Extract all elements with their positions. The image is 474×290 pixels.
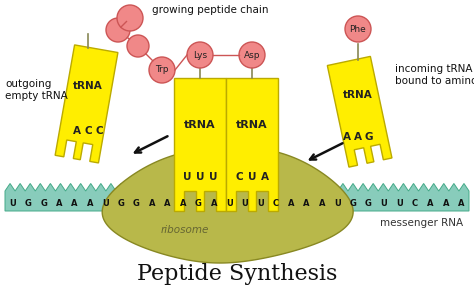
Polygon shape <box>55 45 118 163</box>
Text: A: A <box>87 199 93 208</box>
Circle shape <box>239 42 265 68</box>
Text: G: G <box>365 199 372 208</box>
Text: A: A <box>354 132 362 142</box>
Text: U: U <box>334 199 341 208</box>
Text: G: G <box>25 199 32 208</box>
Text: Trp: Trp <box>155 66 169 75</box>
Text: C: C <box>84 126 92 136</box>
Text: Lys: Lys <box>193 50 207 59</box>
Text: A: A <box>288 199 294 208</box>
Text: G: G <box>365 132 373 142</box>
Text: tRNA: tRNA <box>236 120 268 130</box>
Text: A: A <box>73 126 81 136</box>
Circle shape <box>106 18 130 42</box>
Text: A: A <box>443 199 449 208</box>
Text: A: A <box>149 199 155 208</box>
Text: C: C <box>95 126 103 136</box>
Text: Peptide Synthesis: Peptide Synthesis <box>137 263 337 285</box>
Text: U: U <box>102 199 109 208</box>
Polygon shape <box>226 78 278 211</box>
Text: A: A <box>72 199 78 208</box>
Circle shape <box>127 35 149 57</box>
Text: A: A <box>303 199 310 208</box>
Text: Asp: Asp <box>244 50 260 59</box>
Text: A: A <box>180 199 186 208</box>
Circle shape <box>187 42 213 68</box>
Text: A: A <box>319 199 325 208</box>
Circle shape <box>345 16 371 42</box>
Text: U: U <box>241 199 248 208</box>
Text: Phe: Phe <box>350 24 366 34</box>
Text: G: G <box>133 199 140 208</box>
Text: tRNA: tRNA <box>184 120 216 130</box>
Text: U: U <box>9 199 16 208</box>
Text: U: U <box>257 199 264 208</box>
Text: incoming tRNA
bound to amino acid: incoming tRNA bound to amino acid <box>395 64 474 86</box>
Text: U: U <box>209 173 217 182</box>
Text: U: U <box>183 173 191 182</box>
Text: U: U <box>381 199 387 208</box>
Circle shape <box>149 57 175 83</box>
Text: U: U <box>226 199 233 208</box>
Text: A: A <box>343 132 351 142</box>
Text: A: A <box>261 173 269 182</box>
Text: C: C <box>412 199 418 208</box>
Polygon shape <box>102 147 353 263</box>
Text: U: U <box>248 173 256 182</box>
Text: U: U <box>196 173 204 182</box>
Polygon shape <box>328 56 392 167</box>
Circle shape <box>117 5 143 31</box>
Text: G: G <box>118 199 125 208</box>
Text: G: G <box>349 199 356 208</box>
Text: U: U <box>396 199 403 208</box>
Text: outgoing
empty tRNA: outgoing empty tRNA <box>5 79 68 101</box>
Text: G: G <box>40 199 47 208</box>
Text: messenger RNA: messenger RNA <box>380 218 463 228</box>
Polygon shape <box>5 184 469 211</box>
Text: tRNA: tRNA <box>73 81 103 91</box>
Text: G: G <box>195 199 202 208</box>
Text: C: C <box>235 173 243 182</box>
Text: A: A <box>210 199 217 208</box>
Text: tRNA: tRNA <box>343 90 373 100</box>
Text: growing peptide chain: growing peptide chain <box>152 5 268 15</box>
Text: C: C <box>273 199 279 208</box>
Polygon shape <box>174 78 226 211</box>
Text: A: A <box>164 199 171 208</box>
Text: A: A <box>427 199 434 208</box>
Text: A: A <box>458 199 465 208</box>
Text: ribosome: ribosome <box>161 225 209 235</box>
Text: A: A <box>56 199 63 208</box>
